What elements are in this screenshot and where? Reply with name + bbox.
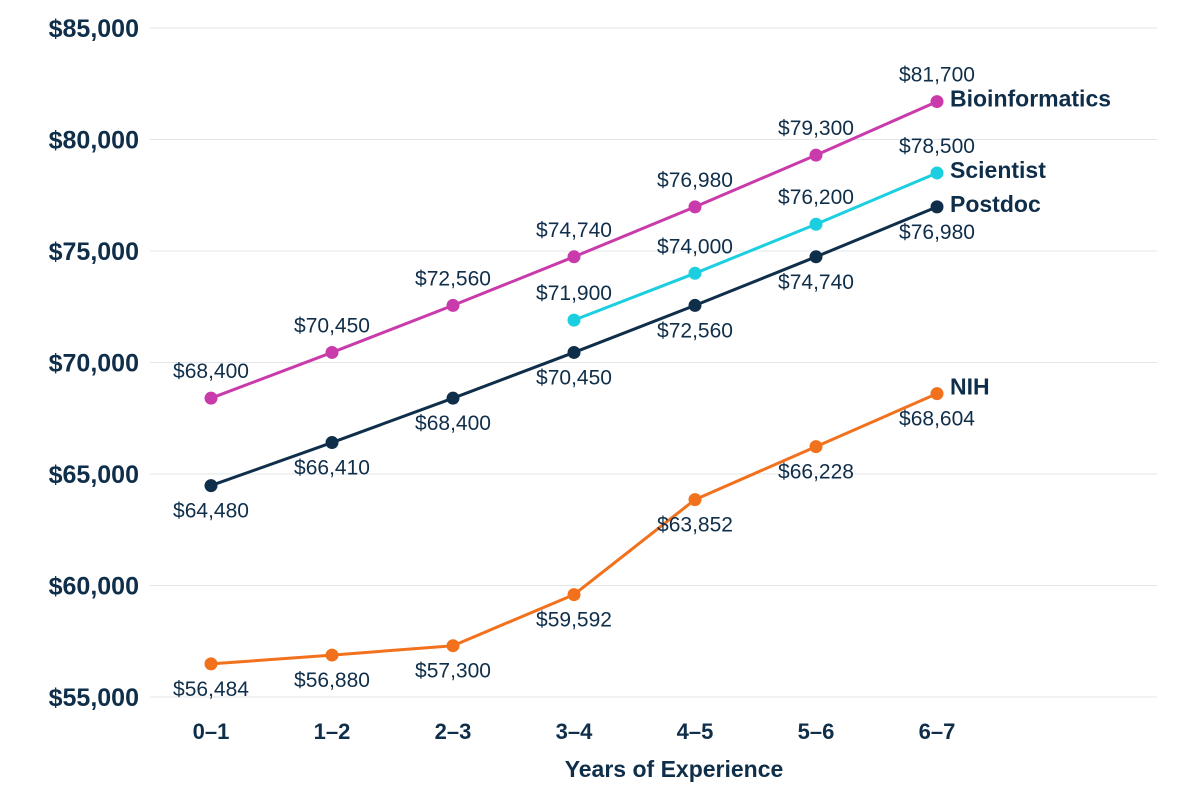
data-point-postdoc [204, 479, 218, 493]
data-label: $66,228 [778, 461, 854, 484]
x-tick-label: 3–4 [556, 719, 593, 744]
data-label: $76,980 [657, 169, 733, 192]
data-point-postdoc [567, 345, 581, 359]
data-point-scientist [688, 266, 702, 280]
data-point-bioinformatics [446, 298, 460, 312]
series-label-bioinformatics: Bioinformatics [950, 86, 1111, 112]
y-tick-label: $60,000 [49, 573, 139, 601]
y-tick-label: $70,000 [49, 350, 139, 378]
data-point-nih [809, 440, 823, 454]
data-label: $72,560 [657, 319, 733, 342]
data-point-nih [688, 493, 702, 507]
x-tick-label: 1–2 [314, 719, 351, 744]
data-point-postdoc [325, 436, 339, 450]
grid-layer [150, 27, 1157, 698]
data-point-bioinformatics [930, 95, 944, 109]
y-tick-label: $75,000 [49, 238, 139, 266]
data-label: $76,200 [778, 186, 854, 209]
data-label: $68,604 [899, 408, 975, 431]
x-tick-label: 6–7 [919, 719, 956, 744]
y-tick-label: $85,000 [49, 15, 139, 43]
data-point-postdoc [809, 250, 823, 264]
series-label-nih: NIH [950, 374, 990, 400]
data-label: $64,480 [173, 500, 249, 523]
x-tick-label: 5–6 [798, 719, 835, 744]
series-label-postdoc: Postdoc [950, 191, 1041, 217]
y-tick-label: $55,000 [49, 684, 139, 712]
data-point-postdoc [930, 200, 944, 214]
x-tick-label: 2–3 [435, 719, 472, 744]
data-label: $74,000 [657, 235, 733, 258]
data-label: $81,700 [899, 64, 975, 87]
data-point-nih [567, 588, 581, 602]
data-point-bioinformatics [325, 345, 339, 359]
data-point-nih [204, 657, 218, 671]
data-point-bioinformatics [809, 148, 823, 162]
data-label: $63,852 [657, 514, 733, 537]
data-label: $70,450 [294, 314, 370, 337]
y-axis: $55,000 $60,000 $65,000 $70,000 $75,000 $80,0… [49, 15, 139, 712]
data-label: $71,900 [536, 282, 612, 305]
data-label: $79,300 [778, 117, 854, 140]
data-label: $78,500 [899, 135, 975, 158]
data-point-bioinformatics [204, 391, 218, 405]
x-tick-label: 4–5 [677, 719, 714, 744]
series-line-scientist [573, 171, 938, 322]
x-axis-title: Years of Experience [565, 756, 784, 782]
y-tick-label: $65,000 [49, 461, 139, 489]
x-tick-label: 0–1 [193, 719, 230, 744]
data-label: $72,560 [415, 267, 491, 290]
data-point-bioinformatics [688, 200, 702, 214]
data-label: $70,450 [536, 366, 612, 389]
data-point-scientist [809, 217, 823, 231]
data-label: $74,740 [778, 271, 854, 294]
series-layer: $68,400 $70,450 $72,560 $74,740 $76,980 $79,3… [173, 64, 1111, 701]
x-axis: Years of Experience 0–1 1–2 2–3 3–4 4–5 5–6 6–… [193, 719, 956, 782]
data-point-scientist [567, 313, 581, 327]
data-point-bioinformatics [567, 250, 581, 264]
data-label: $56,880 [294, 669, 370, 692]
data-label: $68,400 [173, 360, 249, 383]
data-label: $57,300 [415, 660, 491, 683]
data-label: $74,740 [536, 219, 612, 242]
data-point-nih [325, 648, 339, 662]
y-tick-label: $80,000 [49, 127, 139, 155]
data-point-postdoc [446, 391, 460, 405]
data-point-nih [446, 639, 460, 653]
data-label: $56,484 [173, 678, 249, 701]
data-label: $76,980 [899, 221, 975, 244]
data-label: $59,592 [536, 609, 612, 632]
data-point-nih [930, 387, 944, 401]
data-point-postdoc [688, 298, 702, 312]
data-label: $68,400 [415, 412, 491, 435]
data-label: $66,410 [294, 457, 370, 480]
series-label-scientist: Scientist [950, 157, 1046, 183]
data-point-scientist [930, 166, 944, 180]
